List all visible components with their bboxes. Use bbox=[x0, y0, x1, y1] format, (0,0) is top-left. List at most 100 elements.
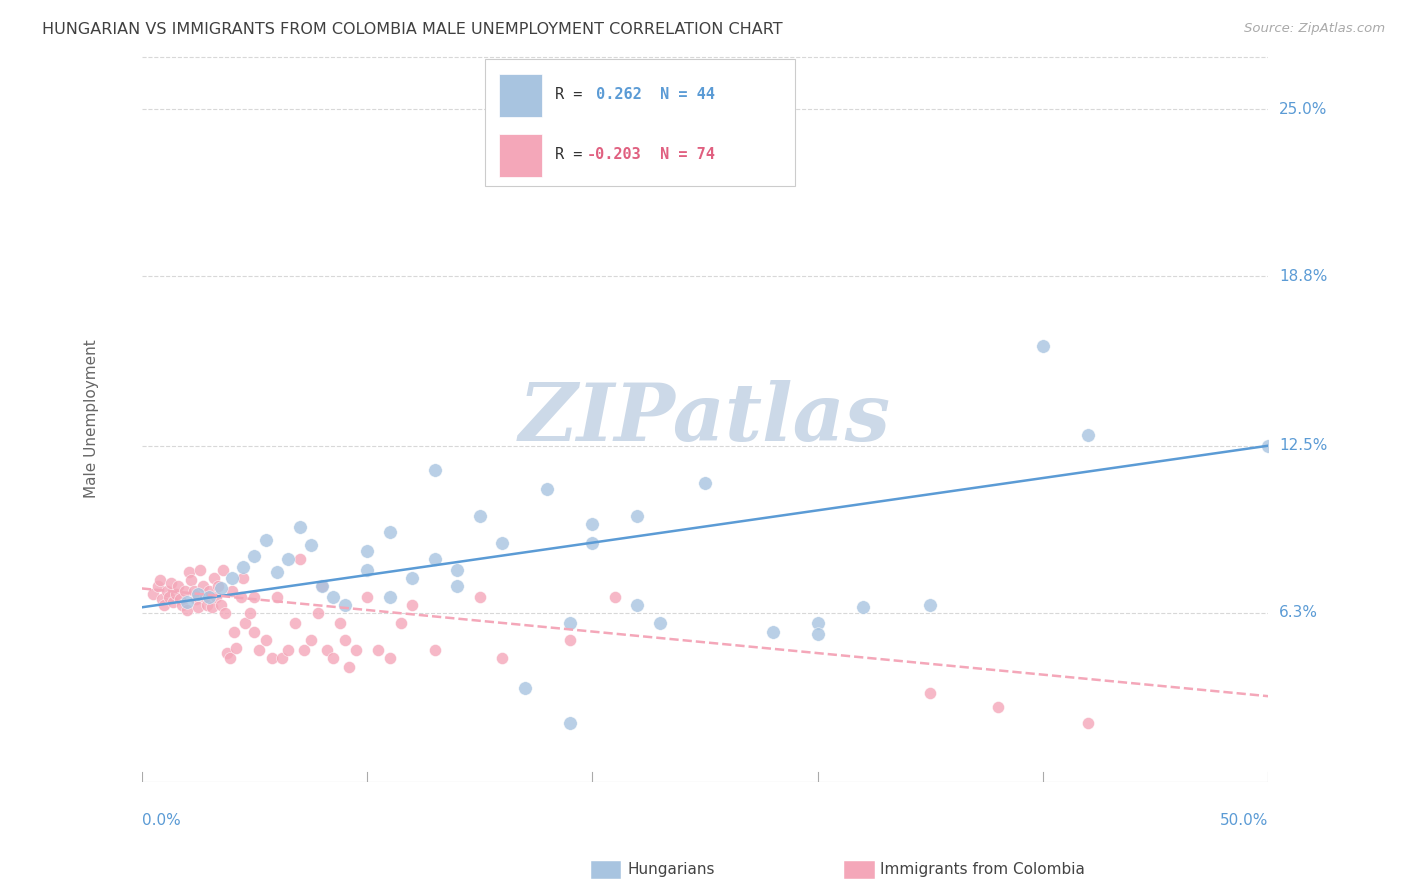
Point bbox=[1032, 339, 1054, 353]
Point bbox=[378, 524, 401, 539]
Point bbox=[292, 643, 315, 657]
Point bbox=[266, 590, 288, 604]
Point bbox=[243, 590, 266, 604]
Point bbox=[468, 590, 491, 604]
Text: Source: ZipAtlas.com: Source: ZipAtlas.com bbox=[1244, 22, 1385, 36]
Point bbox=[243, 549, 266, 563]
Point bbox=[247, 643, 270, 657]
Point bbox=[491, 535, 513, 549]
Text: R =: R = bbox=[555, 87, 592, 102]
Point bbox=[195, 598, 218, 612]
Point bbox=[468, 508, 491, 523]
Text: Hungarians: Hungarians bbox=[627, 863, 714, 877]
Point bbox=[184, 592, 207, 607]
Point bbox=[920, 598, 942, 612]
Text: 25.0%: 25.0% bbox=[1279, 102, 1327, 117]
Point bbox=[187, 600, 209, 615]
Point bbox=[299, 538, 322, 552]
Point bbox=[232, 571, 254, 585]
Point bbox=[165, 587, 187, 601]
Point bbox=[648, 616, 671, 631]
Point bbox=[167, 579, 190, 593]
Point bbox=[142, 587, 165, 601]
Point bbox=[169, 592, 191, 607]
Point bbox=[288, 519, 311, 533]
Point bbox=[150, 592, 173, 607]
Point bbox=[423, 463, 446, 477]
Point bbox=[217, 646, 239, 660]
Point bbox=[762, 624, 785, 639]
Point bbox=[221, 571, 243, 585]
Point bbox=[322, 651, 344, 665]
Point bbox=[160, 576, 183, 591]
Point bbox=[367, 643, 389, 657]
Text: 50.0%: 50.0% bbox=[1220, 813, 1268, 828]
Point bbox=[333, 632, 356, 647]
Point bbox=[153, 598, 176, 612]
FancyBboxPatch shape bbox=[499, 74, 541, 118]
Point bbox=[201, 600, 224, 615]
Point bbox=[270, 651, 292, 665]
Point bbox=[315, 643, 337, 657]
Point bbox=[1077, 428, 1099, 442]
Point bbox=[356, 543, 378, 558]
Point bbox=[446, 563, 468, 577]
Text: R =: R = bbox=[555, 146, 592, 161]
Point bbox=[807, 616, 830, 631]
Point bbox=[337, 659, 360, 673]
Point bbox=[558, 616, 581, 631]
Point bbox=[209, 582, 232, 596]
Point bbox=[202, 571, 225, 585]
Text: 0.0%: 0.0% bbox=[142, 813, 180, 828]
Point bbox=[179, 566, 201, 580]
Point bbox=[423, 643, 446, 657]
Point bbox=[401, 598, 423, 612]
Point bbox=[183, 584, 205, 599]
Point bbox=[176, 595, 198, 609]
Point bbox=[1077, 716, 1099, 731]
Point bbox=[356, 590, 378, 604]
Point bbox=[558, 632, 581, 647]
Point bbox=[277, 643, 299, 657]
Point bbox=[262, 651, 284, 665]
Point bbox=[333, 598, 356, 612]
Point bbox=[491, 651, 513, 665]
Text: N = 74: N = 74 bbox=[651, 146, 714, 161]
Text: 12.5%: 12.5% bbox=[1279, 438, 1327, 453]
Text: 6.3%: 6.3% bbox=[1279, 605, 1319, 620]
Point bbox=[277, 551, 299, 566]
Point bbox=[209, 598, 232, 612]
Point bbox=[356, 563, 378, 577]
Point bbox=[162, 595, 184, 609]
Point bbox=[180, 574, 202, 588]
Point bbox=[198, 590, 221, 604]
Point bbox=[235, 616, 257, 631]
Point bbox=[852, 600, 875, 615]
Point bbox=[149, 574, 172, 588]
Point bbox=[187, 587, 209, 601]
Point bbox=[239, 606, 262, 620]
Point bbox=[191, 579, 214, 593]
Point bbox=[212, 563, 235, 577]
Point bbox=[626, 598, 648, 612]
FancyBboxPatch shape bbox=[485, 59, 796, 186]
Point bbox=[401, 571, 423, 585]
Point bbox=[288, 551, 311, 566]
Point bbox=[221, 584, 243, 599]
Point bbox=[378, 590, 401, 604]
Text: 0.262: 0.262 bbox=[586, 87, 641, 102]
Point bbox=[232, 560, 254, 574]
Point bbox=[378, 651, 401, 665]
Point bbox=[987, 700, 1010, 714]
Point bbox=[603, 590, 626, 604]
Point bbox=[224, 624, 246, 639]
Text: N = 44: N = 44 bbox=[651, 87, 714, 102]
Point bbox=[176, 603, 198, 617]
Point bbox=[214, 606, 236, 620]
Point bbox=[225, 640, 247, 655]
Point bbox=[693, 476, 716, 491]
Point bbox=[626, 508, 648, 523]
Text: Male Unemployment: Male Unemployment bbox=[83, 339, 98, 498]
Point bbox=[389, 616, 412, 631]
Point bbox=[807, 627, 830, 641]
